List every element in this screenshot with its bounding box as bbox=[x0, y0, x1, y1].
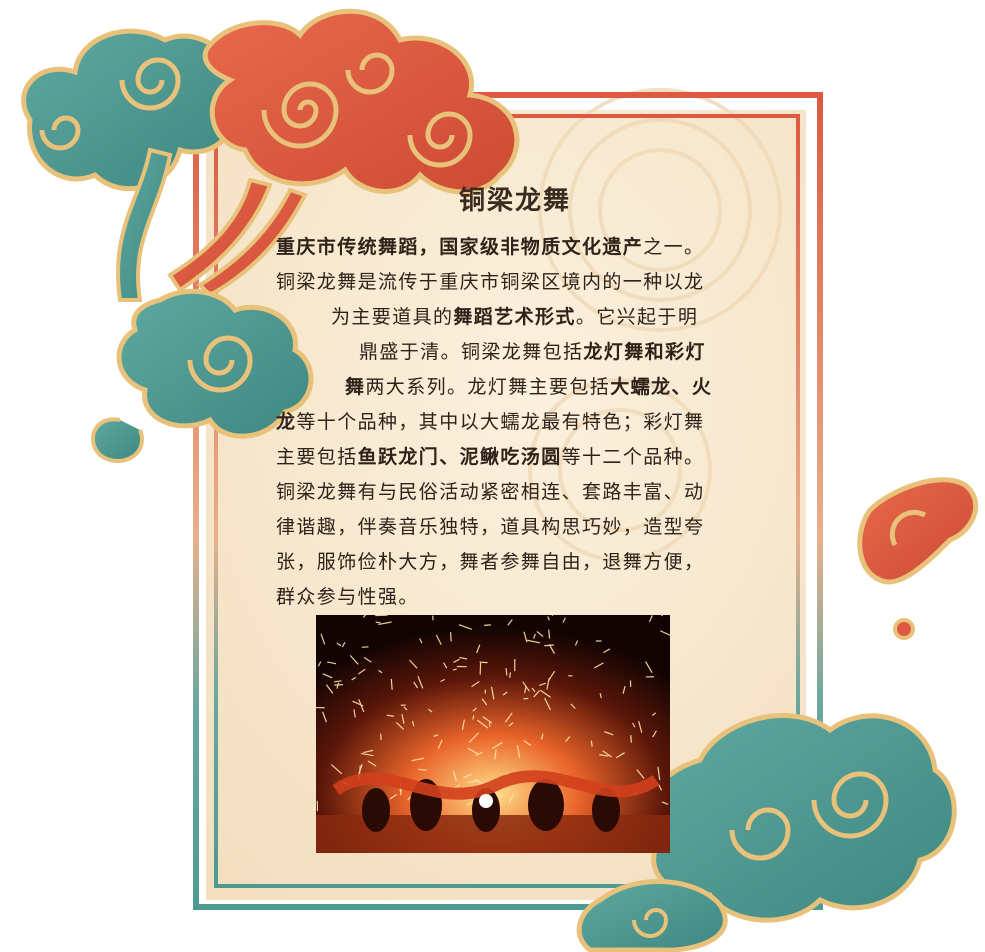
text-segment: 鼎盛于清。铜梁龙舞包括 bbox=[359, 341, 584, 363]
text-segment: 铜梁龙舞有与民俗活动紧密相连、套路丰富、动 bbox=[276, 481, 705, 503]
text-line: 律谐趣，伴奏音乐独特，道具构思巧妙，造型夸 bbox=[276, 512, 704, 542]
text-emphasis: 鱼跃龙门、泥鳅吃汤圆 bbox=[357, 446, 562, 468]
text-segment: 。它兴起于明 bbox=[575, 306, 699, 328]
text-line: 主要包括鱼跃龙门、泥鳅吃汤圆等十二个品种。 bbox=[276, 442, 704, 472]
text-line: 舞两大系列。龙灯舞主要包括大蠕龙、火 bbox=[345, 372, 712, 402]
text-segment: 等十个品种，其中以大蠕龙最有特色；彩灯舞 bbox=[296, 411, 705, 433]
text-emphasis: 舞 bbox=[345, 376, 366, 398]
text-segment: 为主要道具的 bbox=[331, 306, 454, 328]
text-emphasis: 舞蹈艺术形式 bbox=[453, 306, 576, 328]
text-segment: 群众参与性强。 bbox=[276, 586, 419, 608]
text-segment: 两大系列。龙灯舞主要包括 bbox=[365, 376, 611, 398]
text-segment: 之一。 bbox=[643, 236, 705, 258]
text-line: 铜梁龙舞有与民俗活动紧密相连、套路丰富、动 bbox=[276, 477, 704, 507]
text-emphasis: 大蠕龙、火 bbox=[610, 376, 713, 398]
text-line: 鼎盛于清。铜梁龙舞包括龙灯舞和彩灯 bbox=[359, 337, 706, 367]
page-title: 铜梁龙舞 bbox=[458, 186, 571, 216]
text-emphasis: 龙灯舞和彩灯 bbox=[583, 341, 706, 363]
text-segment: 铜梁龙舞是流传于重庆市铜梁区境内的一种以龙 bbox=[276, 271, 705, 293]
text-line: 龙等十个品种，其中以大蠕龙最有特色；彩灯舞 bbox=[276, 407, 704, 437]
cloud-top-red bbox=[167, 8, 520, 298]
cloud-top-left-teal bbox=[21, 28, 237, 302]
text-line: 为主要道具的舞蹈艺术形式。它兴起于明 bbox=[331, 302, 698, 332]
cloud-mid-left-teal bbox=[90, 288, 314, 463]
text-line: 铜梁龙舞是流传于重庆市铜梁区境内的一种以龙 bbox=[276, 267, 704, 297]
text-segment: 主要包括 bbox=[276, 446, 358, 468]
text-emphasis: 龙 bbox=[276, 411, 297, 433]
dragon-dance-photo bbox=[316, 615, 670, 853]
text-line: 重庆市传统舞蹈，国家级非物质文化遗产之一。 bbox=[276, 232, 704, 262]
fire-dragon-image bbox=[316, 615, 670, 853]
cloud-bottom-right-teal bbox=[576, 713, 957, 952]
text-segment: 等十二个品种。 bbox=[561, 446, 705, 468]
text-line: 张，服饰俭朴大方，舞者参舞自由，退舞方便， bbox=[276, 547, 704, 577]
text-line: 群众参与性强。 bbox=[276, 582, 419, 612]
cloud-right-red bbox=[857, 477, 979, 640]
text-segment: 律谐趣，伴奏音乐独特，道具构思巧妙，造型夸 bbox=[276, 516, 705, 538]
text-emphasis: 重庆市传统舞蹈，国家级非物质文化遗产 bbox=[276, 236, 644, 258]
text-segment: 张，服饰俭朴大方，舞者参舞自由，退舞方便， bbox=[276, 551, 705, 573]
